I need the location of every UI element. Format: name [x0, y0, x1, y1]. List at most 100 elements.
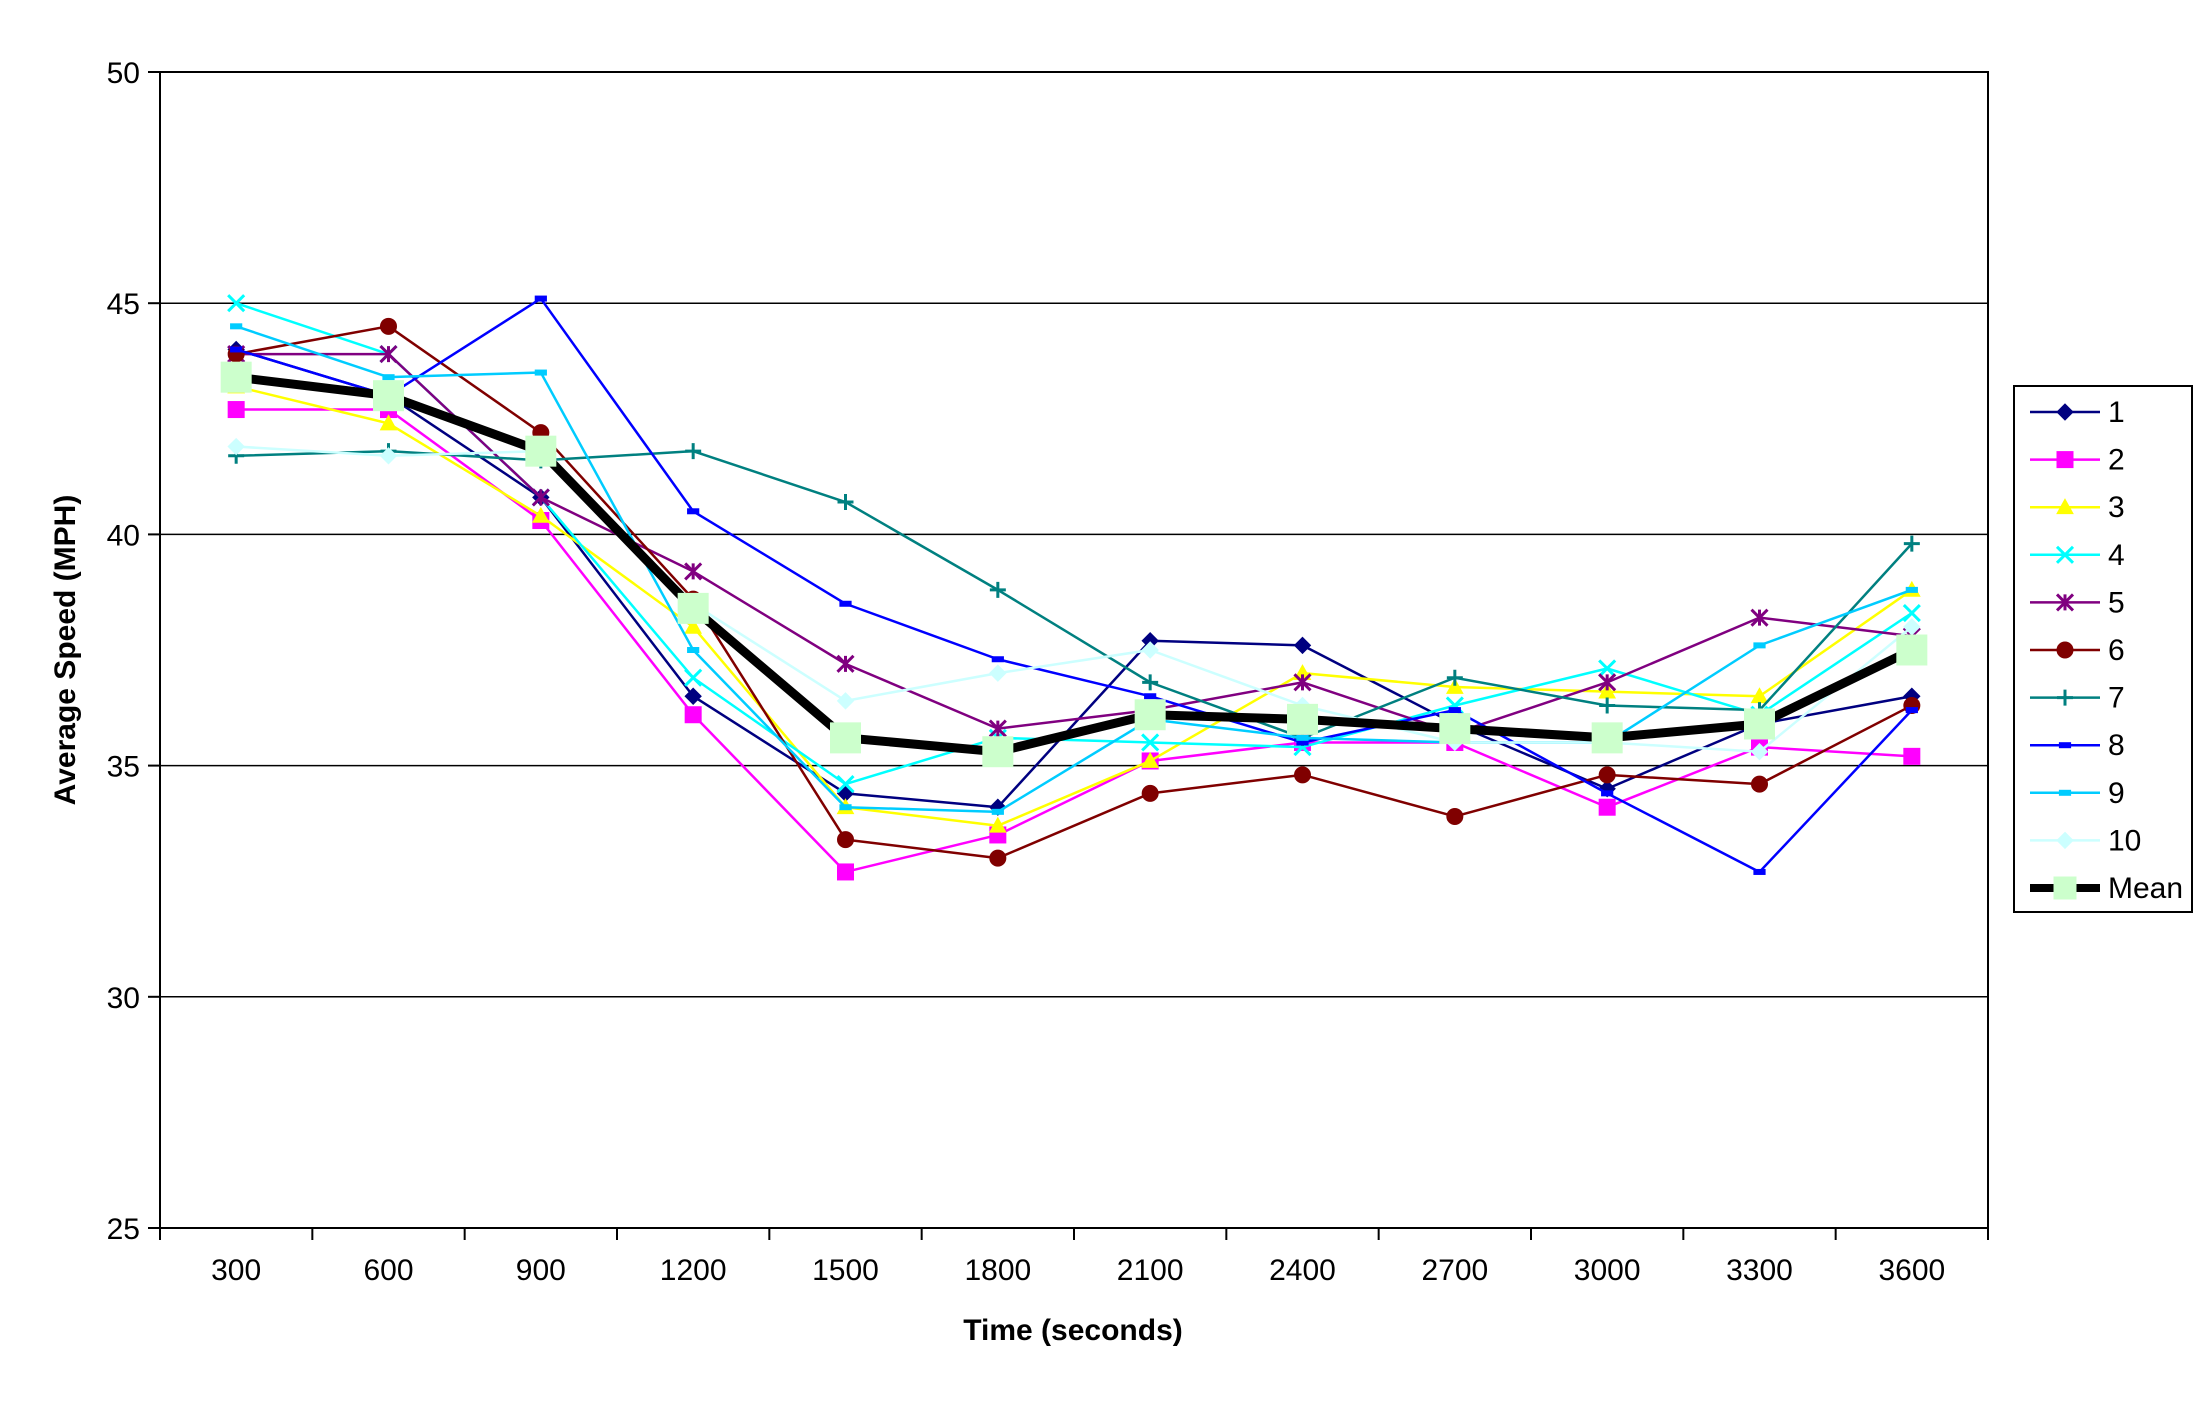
data-point — [839, 804, 852, 811]
data-point — [1753, 642, 1766, 649]
legend-item: 2 — [2030, 444, 2125, 477]
y-tick-label: 35 — [107, 751, 140, 784]
data-point — [1448, 707, 1461, 714]
data-point — [1287, 703, 1318, 735]
data-point — [837, 863, 854, 881]
series-line — [235, 325, 1913, 860]
data-point — [1902, 603, 1921, 623]
data-point — [1750, 608, 1769, 627]
data-point — [991, 808, 1004, 815]
data-point — [382, 374, 395, 381]
data-point — [1753, 868, 1766, 875]
data-point — [1598, 659, 1617, 678]
gridlines — [160, 302, 1988, 998]
data-point — [379, 345, 398, 364]
legend-item: 5 — [2030, 586, 2125, 619]
data-point — [531, 506, 550, 523]
data-point — [379, 414, 398, 431]
legend-label: Mean — [2108, 872, 2183, 905]
data-point — [1293, 673, 1312, 692]
series-line — [236, 449, 1913, 740]
x-tick-label: 600 — [363, 1254, 413, 1287]
data-point — [1601, 790, 1614, 797]
y-tick-label: 25 — [107, 1213, 140, 1246]
x-tick-label: 2100 — [1117, 1254, 1184, 1287]
data-point — [836, 654, 855, 673]
data-point — [1141, 641, 1159, 659]
data-point — [1134, 699, 1166, 731]
x-tick-label: 2700 — [1421, 1254, 1488, 1287]
legend-item: Mean — [2030, 872, 2183, 905]
legend-swatch-marker — [2053, 876, 2077, 900]
data-point — [1598, 673, 1617, 692]
legend-swatch-marker — [2057, 689, 2073, 706]
data-point — [684, 687, 702, 705]
legend-label: 4 — [2108, 539, 2125, 572]
data-point — [837, 831, 854, 849]
data-point — [525, 435, 557, 467]
series-line — [235, 372, 1914, 757]
legend-item: 7 — [2030, 682, 2125, 715]
data-point — [684, 562, 703, 581]
legend-swatch-marker — [2058, 789, 2072, 796]
series-lines — [220, 294, 1928, 881]
data-point — [1446, 669, 1463, 686]
data-point — [839, 600, 852, 607]
data-point — [1294, 766, 1311, 784]
data-point — [1141, 733, 1160, 752]
series-line — [236, 352, 1912, 735]
data-point — [227, 294, 246, 313]
data-point — [989, 581, 1006, 598]
legend-label: 1 — [2108, 396, 2125, 429]
data-point — [1744, 708, 1775, 740]
x-tick-label: 2400 — [1269, 1254, 1336, 1287]
data-point — [1750, 743, 1769, 761]
legend-item: 8 — [2030, 729, 2125, 762]
x-tick-label: 900 — [516, 1254, 566, 1287]
data-point — [830, 722, 861, 754]
series-line — [235, 325, 1913, 814]
legend-item: 10 — [2030, 824, 2141, 857]
y-tick-label: 30 — [107, 982, 140, 1015]
data-point — [1598, 798, 1616, 816]
data-point — [1751, 775, 1768, 793]
data-point — [1903, 747, 1921, 765]
data-point — [1141, 784, 1159, 802]
x-axis-title: Time (seconds) — [963, 1314, 1183, 1347]
data-point — [1591, 722, 1623, 754]
data-point — [1598, 766, 1616, 784]
x-tick-label: 300 — [211, 1254, 261, 1287]
data-point — [1905, 707, 1918, 714]
series-line — [236, 445, 1913, 753]
legend-swatch-marker — [2056, 403, 2074, 421]
legend-label: 10 — [2108, 824, 2141, 857]
series-8 — [230, 295, 1918, 875]
data-point — [988, 719, 1007, 738]
legend-swatch-marker — [2058, 742, 2072, 749]
data-point — [227, 401, 245, 419]
x-tick-label: 1800 — [964, 1254, 1031, 1287]
data-point — [1439, 713, 1471, 745]
data-point — [1144, 693, 1157, 700]
x-tick-label: 1200 — [660, 1254, 727, 1287]
data-point — [230, 323, 243, 330]
plot-area — [159, 71, 1989, 1229]
data-point — [687, 647, 700, 653]
data-point — [989, 849, 1007, 867]
data-point — [380, 317, 397, 335]
legend-item: 4 — [2030, 539, 2125, 572]
data-point — [991, 656, 1004, 663]
data-point — [1296, 734, 1309, 741]
data-point — [379, 447, 398, 465]
legend-swatch-marker — [2056, 451, 2074, 469]
series-line — [235, 348, 1913, 809]
data-point — [989, 664, 1007, 682]
legend-item: 6 — [2030, 634, 2125, 667]
y-tick-label: 45 — [107, 288, 140, 321]
y-axis-title: Average Speed (MPH) — [49, 495, 82, 806]
y-tick-label: 50 — [107, 57, 140, 90]
legend: 1 2 3 4 5 6 7 8 9 10 Mean — [2013, 385, 2193, 913]
legend-item: 1 — [2030, 396, 2125, 429]
data-point — [685, 443, 702, 460]
data-point — [1293, 636, 1312, 655]
